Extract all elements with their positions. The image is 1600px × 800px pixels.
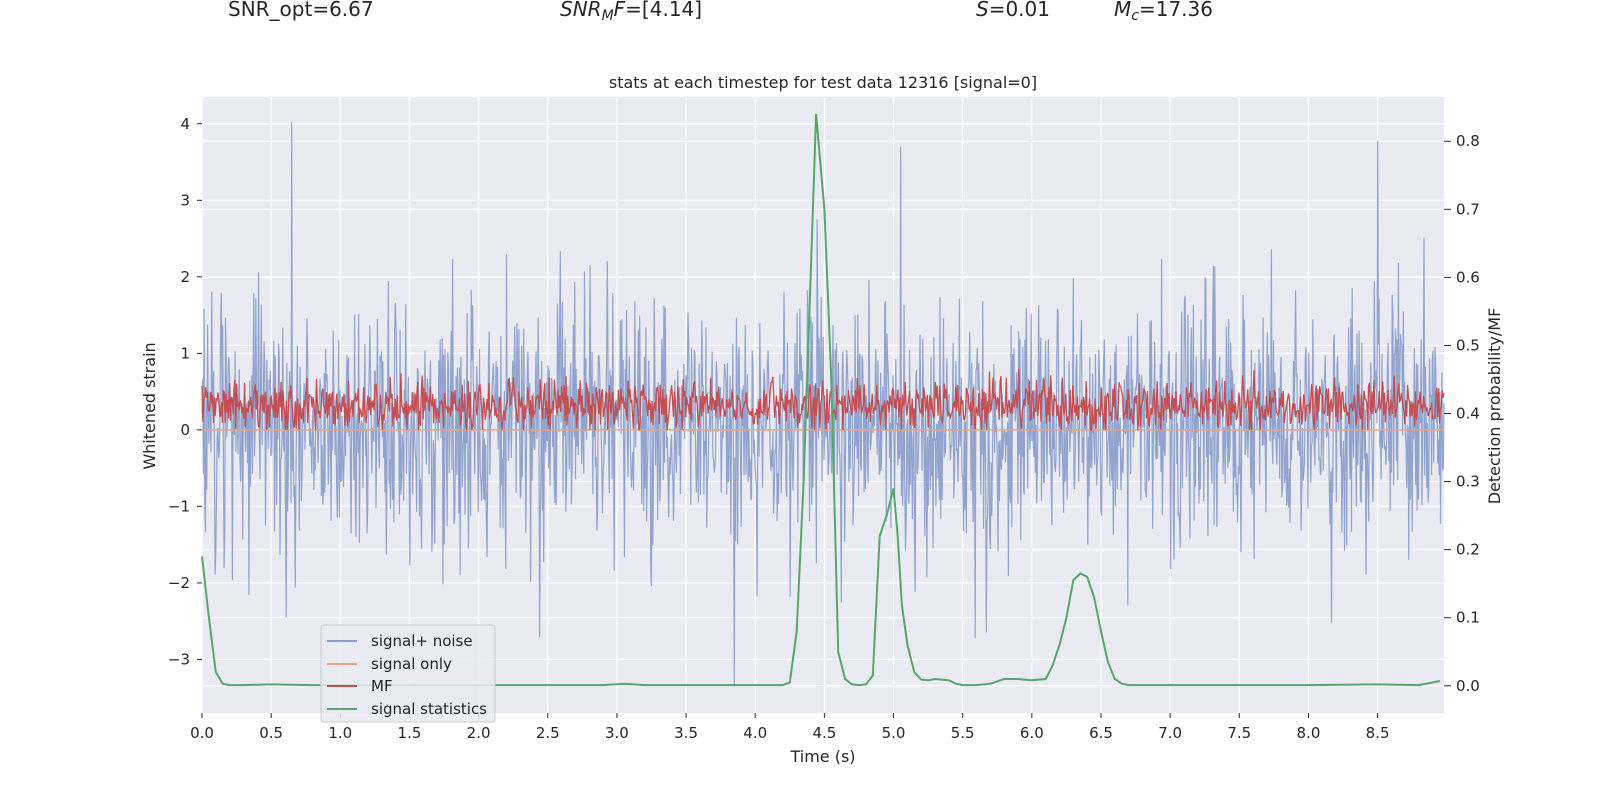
x-axis-label: Time (s) (789, 747, 855, 766)
legend-label-signal-only: signal only (371, 655, 452, 673)
s-label: S=0.01 (976, 0, 1050, 21)
y-tick-label-4: 0 (180, 421, 190, 439)
x-tick-label-1: 0.5 (259, 724, 283, 742)
signal-statistics-line (201, 113, 1441, 687)
y2-tick-label-4: 0.4 (1456, 405, 1480, 423)
snr-mf-symbol: SNR (560, 0, 602, 21)
x-tick-label-15: 7.5 (1227, 724, 1251, 742)
x-tick-label-5: 2.5 (536, 724, 560, 742)
y2-tick-label-0: 0.8 (1456, 132, 1480, 150)
x-tick-label-17: 8.5 (1366, 724, 1390, 742)
chart-title: stats at each timestep for test data 123… (609, 73, 1037, 92)
mc-value: =17.36 (1139, 0, 1213, 21)
signal-noise-line (201, 122, 1445, 687)
s-symbol: S (976, 0, 989, 21)
x-tick-label-10: 5.0 (882, 724, 906, 742)
series-signal-noise (201, 122, 1445, 687)
y-tick-label-2: 2 (180, 268, 190, 286)
s-value: =0.01 (989, 0, 1050, 21)
x-tick-label-9: 4.5 (812, 724, 836, 742)
mc-subscript: c (1131, 8, 1139, 24)
mf-line (201, 368, 1445, 431)
legend: signal+ noise signal only MF signal stat… (320, 624, 496, 723)
x-tick-label-3: 1.5 (398, 724, 422, 742)
y2-tick-label-6: 0.2 (1456, 541, 1480, 559)
x-tick-label-4: 2.0 (467, 724, 491, 742)
legend-label-signal-noise: signal+ noise (371, 632, 473, 650)
y2-tick-label-3: 0.5 (1456, 336, 1480, 354)
x-tick-label-8: 4.0 (743, 724, 767, 742)
snr-mf-label: SNRMF=[4.14] (560, 0, 702, 24)
snr-mf-subscript: M (602, 8, 614, 24)
x-tick-label-14: 7.0 (1158, 724, 1182, 742)
x-tick-label-12: 6.0 (1020, 724, 1044, 742)
mc-symbol: M (1114, 0, 1131, 21)
series-mf (201, 368, 1445, 431)
x-tick-label-2: 1.0 (328, 724, 352, 742)
y2-axis-ticks: 0.8 0.7 0.6 0.5 0.4 0.3 0.2 0.1 0.0 (1444, 132, 1480, 695)
y-tick-label-3: 1 (180, 344, 190, 362)
snr-mf-f: F (614, 0, 626, 21)
y2-tick-label-5: 0.3 (1456, 473, 1480, 491)
x-tick-label-7: 3.5 (674, 724, 698, 742)
y-tick-label-7: −3 (168, 650, 190, 668)
legend-box (320, 624, 496, 723)
x-tick-label-16: 8.0 (1297, 724, 1321, 742)
y2-tick-label-7: 0.1 (1456, 609, 1480, 627)
legend-label-signal-statistics: signal statistics (371, 700, 487, 718)
y2-axis-label: Detection probability/MF (1485, 308, 1504, 505)
y-axis-ticks: 4 3 2 1 0 −1 −2 −3 (168, 115, 202, 668)
snr-opt-label: SNR_opt=6.67 (228, 0, 374, 21)
y2-tick-label-2: 0.6 (1456, 268, 1480, 286)
legend-label-mf: MF (371, 677, 393, 695)
y-tick-label-5: −1 (168, 497, 190, 515)
y-tick-label-0: 4 (180, 115, 190, 133)
mc-label: Mc=17.36 (1114, 0, 1213, 24)
y2-tick-label-8: 0.0 (1456, 677, 1480, 695)
x-tick-label-11: 5.5 (951, 724, 975, 742)
x-tick-label-6: 3.0 (605, 724, 629, 742)
snr-mf-value: =[4.14] (625, 0, 702, 21)
x-axis-ticks: 0.0 0.5 1.0 1.5 2.0 2.5 3.0 3.5 4.0 4.5 5.0 5.5 6.0 6… (190, 713, 1390, 742)
series-signal-statistics (201, 113, 1441, 687)
y-tick-label-1: 3 (180, 191, 190, 209)
y-tick-label-6: −2 (168, 574, 190, 592)
x-tick-label-13: 6.5 (1089, 724, 1113, 742)
y-axis-label: Whitened strain (140, 342, 159, 469)
x-tick-label-0: 0.0 (190, 724, 214, 742)
y2-tick-label-1: 0.7 (1456, 200, 1480, 218)
